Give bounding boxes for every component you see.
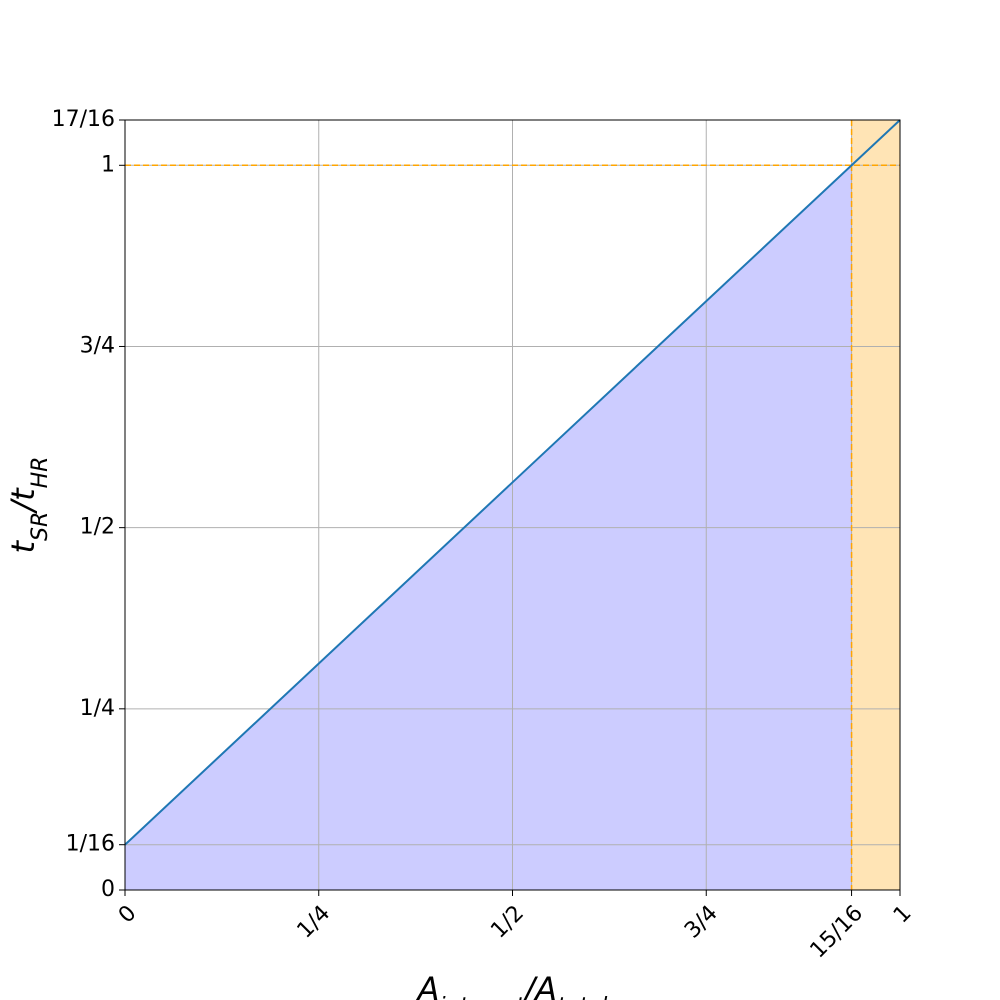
x-tick-label: 3/4 [680,901,723,944]
y-tick-label: 1/4 [80,696,115,721]
y-tick-label: 17/16 [52,107,115,132]
y-tick-label: 0 [101,877,115,902]
line [124,119,901,846]
x-tick-label: 1/4 [293,901,336,944]
label-part: interest [440,994,526,1000]
y-tick-label: 1/16 [66,832,115,857]
x-axis-label: Ainterest/Atotal [416,970,608,1000]
label-part: t [4,539,42,553]
y-axis-label: tSR/tHR [4,457,53,554]
y-tick-label: 1 [101,152,115,177]
y-tick-label: 1/2 [80,515,115,540]
label-part: A [416,970,440,1000]
label-part: HR [28,457,53,489]
x-tick-label: 0 [114,901,142,929]
x-tick-label: 15/16 [806,901,869,964]
y-tick-label: 3/4 [80,333,115,358]
label-part: /t [4,487,42,515]
label-part: /A [521,970,557,1000]
x-tick-label: 1 [889,901,917,929]
plot-frame [124,119,901,891]
label-part: SR [28,512,53,541]
label-part: total [557,994,607,1000]
shaded-area [851,120,900,890]
x-tick-label: 1/2 [486,901,529,944]
